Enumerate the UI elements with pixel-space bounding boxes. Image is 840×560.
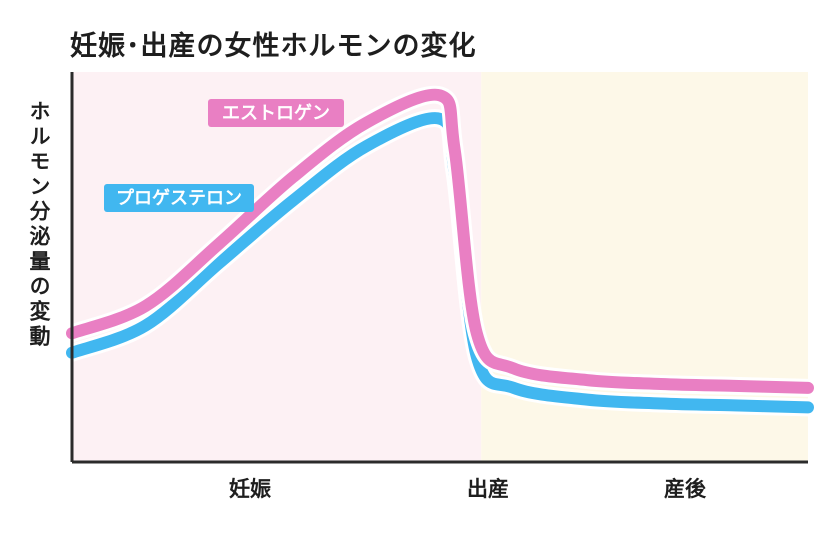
legend-box-progesterone (104, 184, 254, 212)
x-tick-label: 産後 (664, 477, 707, 501)
x-tick-label: 妊娠 (229, 477, 272, 501)
x-tick-label: 出産 (467, 477, 509, 501)
legend-box-estrogen (208, 99, 344, 127)
legend-label-estrogen: エストロゲン (222, 102, 330, 124)
chart-title: 妊娠･出産の女性ホルモンの変化 (70, 31, 477, 62)
series-line-estrogen (66, 88, 814, 394)
phase-band-pregnancy (72, 72, 482, 462)
legend-label-progesterone: プロゲステロン (116, 187, 242, 209)
y-axis-label: ホルモン分泌量の変動 (27, 100, 51, 350)
